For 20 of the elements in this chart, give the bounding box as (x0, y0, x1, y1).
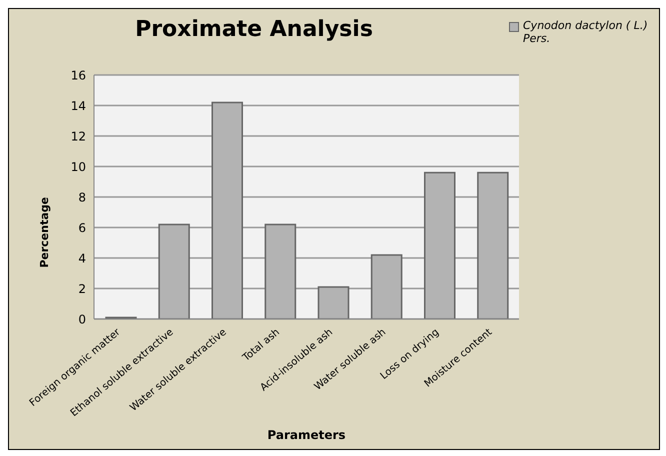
bar (264, 224, 296, 319)
x-axis-title: Parameters (267, 428, 346, 442)
bar (158, 224, 190, 319)
y-tick-label: 6 (78, 220, 86, 235)
y-tick-label: 10 (70, 160, 86, 174)
bar (212, 102, 243, 319)
y-tick-label: 14 (70, 98, 86, 113)
bar (424, 172, 456, 319)
y-tick-label: 2 (78, 282, 86, 296)
y-tick-label: 16 (70, 68, 86, 82)
chart-title: Proximate Analysis (134, 17, 374, 42)
y-tick-label: 4 (78, 251, 86, 266)
legend-label: Cynodon dactylon ( L.) Pers. (523, 19, 649, 45)
bar (477, 172, 509, 319)
y-axis-title: Percentage (38, 197, 51, 268)
bar (318, 286, 350, 319)
bar (370, 254, 402, 319)
y-tick-label: 8 (78, 190, 86, 204)
y-tick-label: 12 (70, 129, 86, 144)
y-tick-label: 0 (78, 312, 86, 326)
